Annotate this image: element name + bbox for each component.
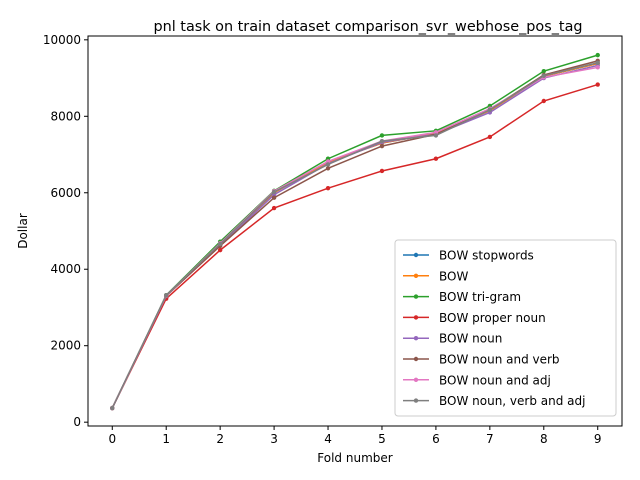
data-point [595,82,600,87]
y-axis-label: Dollar [16,213,30,249]
data-point [487,107,493,112]
legend-label: BOW [439,269,468,283]
x-axis-label: Fold number [317,451,392,465]
data-point [541,73,546,78]
data-point [271,205,277,211]
data-point [541,98,546,104]
legend-label: BOW noun [439,332,502,346]
x-tick-label: 7 [486,432,494,446]
data-point [271,189,277,195]
y-tick-label: 10000 [43,33,81,47]
data-point [433,156,439,161]
legend-label: BOW tri-gram [439,290,521,304]
data-point [595,65,600,70]
y-tick-label: 0 [73,415,81,429]
data-point [217,247,223,253]
data-point [379,138,385,144]
legend-label: BOW stopwords [439,249,534,263]
legend-swatch-marker [413,294,419,299]
x-tick-label: 3 [270,432,278,446]
data-point [325,162,331,167]
legend-label: BOW noun and adj [439,373,551,387]
legend-item: BOW [403,269,468,283]
data-point [595,52,600,58]
legend-swatch-marker [413,356,419,362]
axis-ticks: 0 1 2 3 4 5 6 7 8 9 0 2000 4000 6000 8000 10000 [43,33,602,446]
data-point [541,68,546,74]
data-point [325,185,331,191]
data-point [487,134,493,140]
legend-item: BOW tri-gram [403,290,521,304]
x-tick-label: 1 [162,432,170,446]
data-point [379,133,385,138]
series-7 [110,60,600,411]
data-point [325,166,331,171]
legend-swatch-marker [413,336,419,341]
legend-swatch-marker [413,273,419,278]
y-tick-label: 8000 [50,109,81,123]
legend-swatch-marker [413,377,419,382]
legend-item: BOW noun and verb [403,353,560,367]
data-point [433,130,439,135]
y-tick-label: 2000 [50,339,81,353]
y-tick-label: 6000 [50,186,81,200]
y-tick-label: 4000 [50,262,81,276]
chart-title: pnl task on train dataset comparison_svr… [153,19,582,35]
legend-label: BOW noun, verb and adj [439,394,585,408]
series-lines [110,52,600,411]
data-point [271,195,277,200]
data-point [595,60,600,65]
x-tick-label: 2 [216,432,224,446]
data-point [379,143,385,149]
x-tick-label: 4 [324,432,332,446]
x-tick-label: 9 [594,432,602,446]
legend-box [394,239,617,417]
legend-label: BOW noun and verb [439,353,560,367]
x-tick-label: 8 [540,432,548,446]
data-point [379,168,385,174]
data-point [217,241,223,247]
x-tick-label: 0 [108,432,116,446]
legend-label: BOW proper noun [439,311,546,325]
x-tick-label: 6 [432,432,440,446]
data-point [325,159,331,164]
legend-swatch-marker [413,252,419,258]
legend-item: BOW stopwords [403,249,534,263]
series-line [111,62,598,409]
x-tick-label: 5 [378,432,386,446]
legend-item: BOW noun, verb and adj [403,394,585,408]
legend-swatch-marker [413,398,419,403]
data-point [110,405,115,411]
legend-item: BOW proper noun [403,311,546,325]
legend: BOW stopwords BOW BOW tri-gram BOW proper n… [394,239,617,417]
legend-swatch-marker [413,315,419,320]
data-point [433,133,439,138]
data-point [164,293,169,298]
legend-item: BOW noun and adj [403,373,551,387]
series-line [111,83,598,409]
plot-frame [87,35,623,427]
legend-item: BOW noun [403,332,502,346]
